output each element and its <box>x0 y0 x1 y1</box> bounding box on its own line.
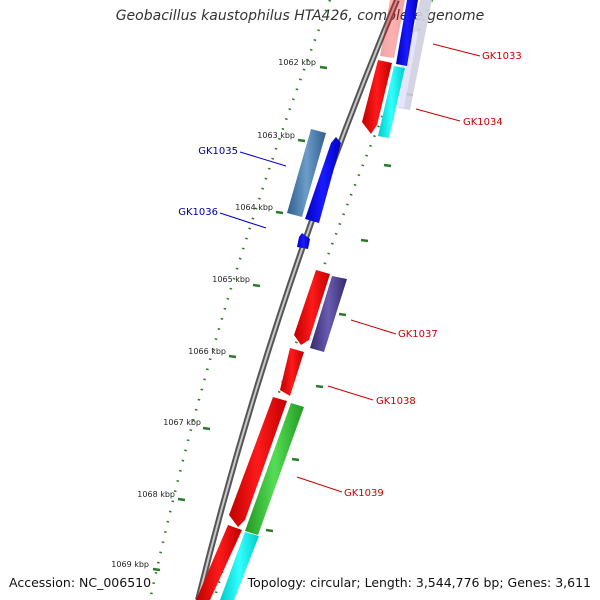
gene-feature <box>287 129 326 217</box>
gene-feature <box>294 270 330 345</box>
gene-feature <box>310 276 347 352</box>
gene-label-gk1034: GK1034 <box>463 117 503 128</box>
gene-feature <box>305 137 341 223</box>
gene-feature <box>362 60 392 134</box>
gene-label-gk1038: GK1038 <box>376 396 416 407</box>
gene-feature <box>280 348 304 396</box>
gene-label-gk1039: GK1039 <box>344 488 384 499</box>
gene-feature <box>196 525 242 600</box>
gene-feature <box>245 403 304 535</box>
topology-text: Topology: circular; Length: 3,544,776 bp… <box>247 575 591 590</box>
gene-feature <box>297 233 310 249</box>
accession-text: Accession: NC_006510 <box>9 575 152 590</box>
inner-ruler-ticks <box>152 65 328 572</box>
gene-label-gk1033: GK1033 <box>482 51 522 62</box>
kbp-label: 1067 kbp <box>163 418 201 427</box>
gene-label-gk1037: GK1037 <box>398 329 438 340</box>
gene-feature <box>229 397 287 527</box>
gene-leader-lines <box>219 43 481 493</box>
gene-feature <box>220 532 259 600</box>
kbp-label: 1065 kbp <box>212 275 250 284</box>
kbp-label: 1062 kbp <box>278 58 316 67</box>
gene-feature <box>378 66 405 138</box>
kbp-label: 1063 kbp <box>257 131 295 140</box>
gene-label-gk1036: GK1036 <box>178 207 218 218</box>
gene-feature <box>380 0 405 58</box>
kbp-label: 1068 kbp <box>137 490 175 499</box>
outer-ruler-ticks <box>265 92 414 533</box>
kbp-label: 1066 kbp <box>188 347 226 356</box>
gene-label-gk1035: GK1035 <box>198 146 238 157</box>
gene-feature <box>396 0 418 66</box>
kbp-label: 1064 kbp <box>235 203 273 212</box>
kbp-label: 1069 kbp <box>111 560 149 569</box>
